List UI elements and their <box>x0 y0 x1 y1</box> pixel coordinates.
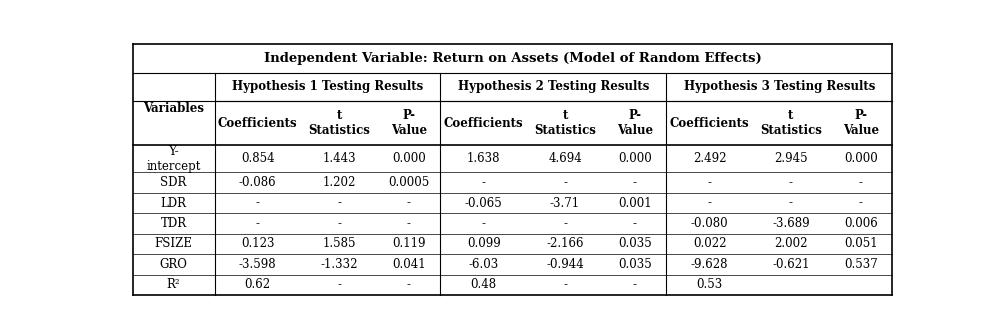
Text: 0.001: 0.001 <box>618 197 652 210</box>
Text: -: - <box>859 197 863 210</box>
Text: 0.035: 0.035 <box>618 258 652 271</box>
Text: -: - <box>482 176 486 189</box>
Text: 0.035: 0.035 <box>618 237 652 250</box>
Text: FSIZE: FSIZE <box>155 237 193 250</box>
Text: -0.065: -0.065 <box>465 197 503 210</box>
Text: 0.041: 0.041 <box>392 258 426 271</box>
Text: 0.53: 0.53 <box>696 278 723 291</box>
Text: -: - <box>633 176 637 189</box>
Text: -: - <box>708 197 712 210</box>
Text: 1.202: 1.202 <box>322 176 356 189</box>
Text: 0.000: 0.000 <box>844 152 878 165</box>
Text: -: - <box>708 176 712 189</box>
Text: Coefficients: Coefficients <box>670 117 749 130</box>
Text: -: - <box>789 197 793 210</box>
Text: -0.621: -0.621 <box>772 258 810 271</box>
Text: -: - <box>482 217 486 230</box>
Text: 1.585: 1.585 <box>322 237 356 250</box>
Text: -: - <box>563 217 567 230</box>
Text: -0.086: -0.086 <box>239 176 277 189</box>
Text: Hypothesis 1 Testing Results: Hypothesis 1 Testing Results <box>232 80 423 93</box>
Text: Hypothesis 3 Testing Results: Hypothesis 3 Testing Results <box>684 80 875 93</box>
Text: R²: R² <box>167 278 180 291</box>
Text: -: - <box>337 197 341 210</box>
Text: -0.944: -0.944 <box>546 258 584 271</box>
Text: 0.022: 0.022 <box>693 237 726 250</box>
Text: P-
Value: P- Value <box>843 109 879 137</box>
Text: Coefficients: Coefficients <box>218 117 298 130</box>
Text: Coefficients: Coefficients <box>444 117 523 130</box>
Text: -3.689: -3.689 <box>772 217 810 230</box>
Text: -: - <box>563 278 567 291</box>
Text: Y-
intercept: Y- intercept <box>146 145 201 173</box>
Text: -: - <box>337 217 341 230</box>
Text: t
Statistics: t Statistics <box>534 109 596 137</box>
Text: P-
Value: P- Value <box>391 109 427 137</box>
Text: t
Statistics: t Statistics <box>760 109 822 137</box>
Text: 1.443: 1.443 <box>322 152 356 165</box>
Text: -6.03: -6.03 <box>469 258 499 271</box>
Text: -1.332: -1.332 <box>320 258 358 271</box>
Text: -: - <box>563 176 567 189</box>
Text: Hypothesis 2 Testing Results: Hypothesis 2 Testing Results <box>458 80 649 93</box>
Text: -: - <box>407 197 411 210</box>
Text: TDR: TDR <box>161 217 187 230</box>
Text: -: - <box>859 176 863 189</box>
Text: -0.080: -0.080 <box>691 217 728 230</box>
Text: 2.492: 2.492 <box>693 152 726 165</box>
Text: t
Statistics: t Statistics <box>308 109 370 137</box>
Text: -: - <box>633 217 637 230</box>
Text: Variables: Variables <box>143 102 204 115</box>
Text: 0.62: 0.62 <box>245 278 271 291</box>
Text: -: - <box>633 278 637 291</box>
Text: Independent Variable: Return on Assets (Model of Random Effects): Independent Variable: Return on Assets (… <box>264 52 761 65</box>
Text: P-
Value: P- Value <box>617 109 653 137</box>
Text: -: - <box>407 278 411 291</box>
Text: -3.71: -3.71 <box>550 197 580 210</box>
Text: -: - <box>789 176 793 189</box>
Text: -: - <box>337 278 341 291</box>
Text: 0.48: 0.48 <box>471 278 497 291</box>
Text: -: - <box>256 197 260 210</box>
Text: 0.119: 0.119 <box>392 237 426 250</box>
Text: 0.0005: 0.0005 <box>388 176 429 189</box>
Text: 0.537: 0.537 <box>844 258 878 271</box>
Text: -3.598: -3.598 <box>239 258 277 271</box>
Text: 0.051: 0.051 <box>844 237 877 250</box>
Text: 2.002: 2.002 <box>774 237 808 250</box>
Text: LDR: LDR <box>161 197 187 210</box>
Text: 2.945: 2.945 <box>774 152 808 165</box>
Text: SDR: SDR <box>160 176 187 189</box>
Text: -2.166: -2.166 <box>546 237 584 250</box>
Text: 0.000: 0.000 <box>392 152 426 165</box>
Text: -9.628: -9.628 <box>691 258 728 271</box>
Text: -: - <box>407 217 411 230</box>
Text: 0.006: 0.006 <box>844 217 878 230</box>
Text: 0.123: 0.123 <box>241 237 275 250</box>
Text: 4.694: 4.694 <box>548 152 582 165</box>
Text: 0.000: 0.000 <box>618 152 652 165</box>
Text: GRO: GRO <box>160 258 188 271</box>
Text: 0.854: 0.854 <box>241 152 275 165</box>
Text: 0.099: 0.099 <box>467 237 501 250</box>
Text: -: - <box>256 217 260 230</box>
Text: 1.638: 1.638 <box>467 152 500 165</box>
